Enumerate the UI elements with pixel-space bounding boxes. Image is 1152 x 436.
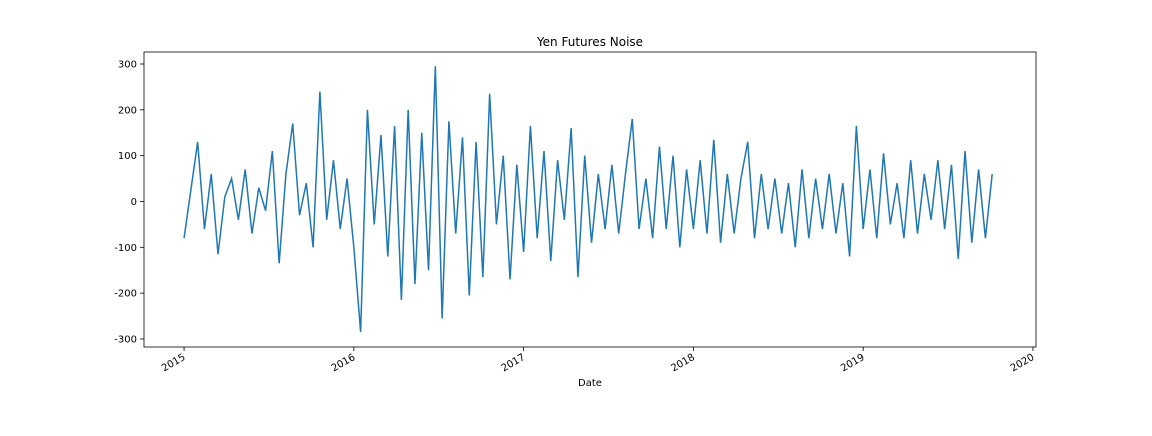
x-tick-label: 2017 bbox=[500, 352, 528, 374]
y-tick-label: -100 bbox=[114, 243, 137, 254]
y-tick-label: -300 bbox=[114, 334, 137, 345]
data-line bbox=[183, 66, 993, 333]
x-tick-label: 2019 bbox=[839, 352, 867, 374]
x-tick-label: 2016 bbox=[330, 352, 358, 374]
x-axis-label: Date bbox=[578, 378, 602, 389]
y-tick-label: 300 bbox=[118, 60, 137, 71]
y-tick-label: -200 bbox=[114, 289, 137, 300]
x-tick-label: 2018 bbox=[669, 352, 697, 374]
x-tick-label: 2015 bbox=[160, 352, 188, 374]
x-tick-label: 2020 bbox=[1009, 352, 1037, 374]
y-tick-label: 0 bbox=[131, 197, 137, 208]
chart-title: Yen Futures Noise bbox=[536, 35, 643, 49]
y-tick-label: 100 bbox=[118, 151, 137, 162]
plot-frame bbox=[143, 51, 1037, 348]
y-tick-label: 200 bbox=[118, 105, 137, 116]
